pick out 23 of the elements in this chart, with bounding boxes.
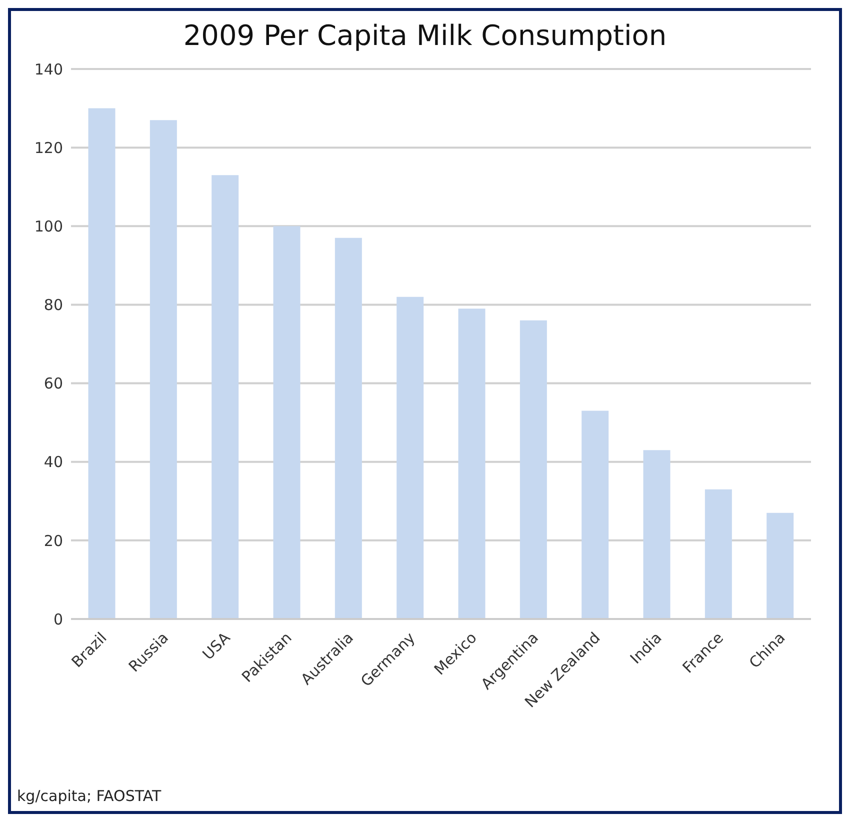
y-tick-label: 40 bbox=[44, 453, 63, 472]
y-tick-label: 60 bbox=[44, 374, 63, 393]
bar bbox=[150, 120, 177, 619]
text: kg/capita; FAOSTAT bbox=[17, 787, 162, 805]
y-tick-label: 100 bbox=[34, 217, 63, 236]
x-tick-label: USA bbox=[198, 628, 234, 664]
bar bbox=[458, 308, 486, 619]
bar bbox=[334, 238, 362, 619]
y-tick-label: 140 bbox=[34, 60, 63, 78]
y-tick-label: 80 bbox=[44, 296, 63, 314]
bar bbox=[704, 489, 732, 619]
chart-title: 2009 Per Capita Milk Consumption bbox=[182, 18, 668, 54]
y-tick-label: 120 bbox=[34, 138, 63, 157]
bar bbox=[766, 512, 794, 619]
bar bbox=[212, 175, 239, 619]
bar bbox=[88, 108, 116, 619]
y-tick-label: 20 bbox=[44, 532, 63, 550]
bar bbox=[396, 296, 424, 619]
y-tick-label: 0 bbox=[53, 610, 63, 628]
bar bbox=[273, 226, 300, 619]
bar bbox=[520, 320, 547, 619]
bar bbox=[643, 450, 670, 619]
bar bbox=[582, 410, 609, 619]
